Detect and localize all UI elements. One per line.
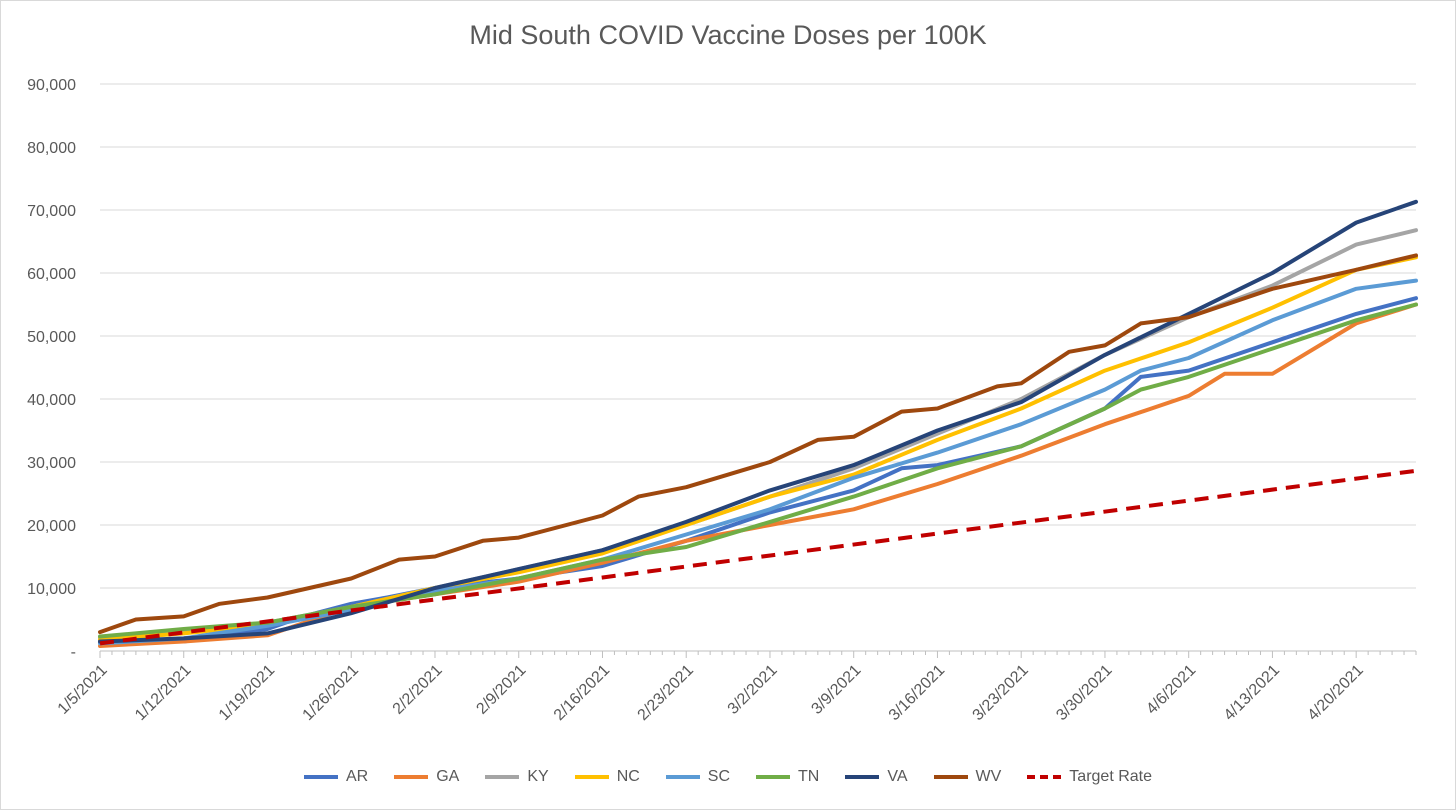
- y-tick-label: 30,000: [27, 455, 76, 472]
- legend-label: KY: [527, 768, 549, 785]
- series-line-tn: [98, 302, 1418, 639]
- legend: AR GA KY NC SC TN VA WV Target Rate: [0, 764, 1456, 790]
- chart-title: Mid South COVID Vaccine Doses per 100K: [469, 20, 987, 50]
- x-tick-label: 4/6/2021: [1143, 662, 1199, 718]
- legend-item: SC: [665, 768, 731, 786]
- legend-item: KY: [485, 768, 549, 786]
- legend-item: NC: [574, 768, 640, 786]
- legend-swatch: [394, 775, 429, 779]
- y-tick-label: -: [71, 644, 76, 661]
- y-tick-label: 10,000: [27, 581, 76, 598]
- legend-label: WV: [975, 768, 1002, 785]
- x-tick-label: 3/9/2021: [808, 662, 864, 718]
- x-tick-label: 1/5/2021: [55, 662, 111, 718]
- x-tick-label: 2/9/2021: [473, 662, 529, 718]
- legend-label: SC: [707, 768, 731, 785]
- legend-label: AR: [345, 768, 369, 785]
- x-tick-label: 2/23/2021: [635, 662, 697, 724]
- legend-label: NC: [616, 768, 640, 785]
- legend-item: Target Rate: [1027, 768, 1152, 786]
- series-line-nc: [98, 255, 1418, 642]
- legend-swatch: [845, 775, 880, 779]
- y-tick-label: 90,000: [27, 77, 76, 94]
- legend-label: Target Rate: [1069, 768, 1153, 785]
- x-tick-label: 1/26/2021: [300, 662, 362, 724]
- legend-swatch: [303, 775, 338, 779]
- legend-swatch: [574, 775, 609, 779]
- y-tick-label: 20,000: [27, 518, 76, 535]
- x-tick-label: 2/16/2021: [551, 662, 613, 724]
- y-tick-label: 70,000: [27, 203, 76, 220]
- x-tick-label: 2/2/2021: [390, 662, 446, 718]
- legend-label: TN: [798, 768, 820, 785]
- legend-label: VA: [887, 768, 908, 785]
- y-tick-label: 50,000: [27, 329, 76, 346]
- legend-swatch: [1027, 775, 1062, 779]
- x-tick-label: 4/20/2021: [1305, 662, 1367, 724]
- y-tick-label: 40,000: [27, 392, 76, 409]
- x-tick-label: 3/2/2021: [725, 662, 781, 718]
- legend-item: TN: [756, 768, 819, 786]
- x-tick-label: 4/13/2021: [1221, 662, 1283, 724]
- series-line-target-rate: [99, 468, 1417, 646]
- y-tick-label: 80,000: [27, 140, 76, 157]
- legend-swatch: [933, 775, 968, 779]
- legend-swatch: [485, 775, 520, 779]
- legend-swatch: [756, 775, 791, 779]
- x-tick-label: 3/30/2021: [1053, 662, 1115, 724]
- series-line-ga: [98, 302, 1418, 648]
- x-tick-label: 3/23/2021: [970, 662, 1032, 724]
- series-line-va: [98, 199, 1418, 644]
- legend-item: VA: [845, 768, 908, 786]
- legend-item: WV: [933, 768, 1002, 786]
- x-tick-label: 3/16/2021: [886, 662, 948, 724]
- series-line-wv: [98, 253, 1418, 635]
- legend-item: GA: [394, 768, 459, 786]
- legend-swatch: [665, 775, 700, 779]
- series-line-ky: [98, 228, 1418, 641]
- x-tick-label: 1/12/2021: [132, 662, 194, 724]
- legend-item: AR: [303, 768, 369, 786]
- legend-label: GA: [436, 768, 460, 785]
- y-tick-label: 60,000: [27, 266, 76, 283]
- x-tick-label: 1/19/2021: [216, 662, 278, 724]
